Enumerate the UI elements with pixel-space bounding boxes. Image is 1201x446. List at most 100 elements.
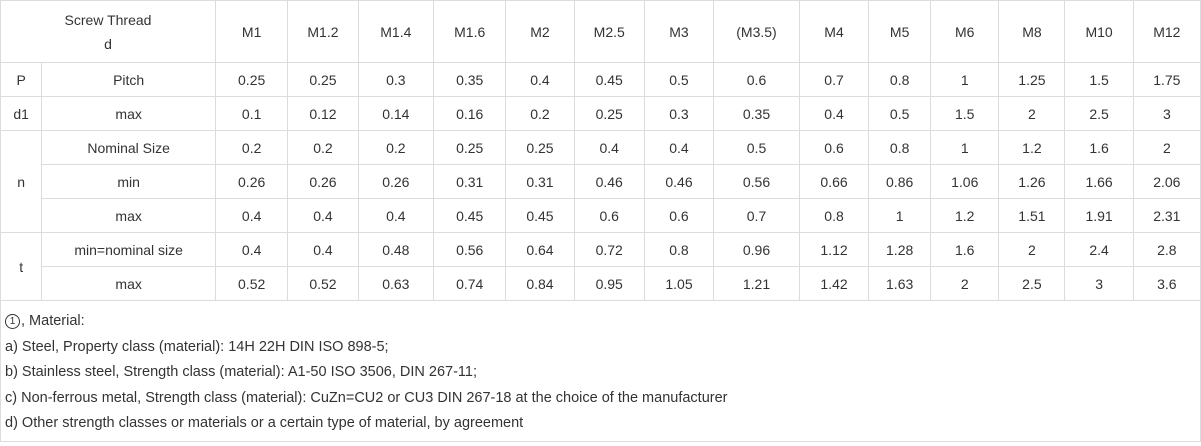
value-cell: 0.64	[505, 232, 575, 267]
row-attribute: max	[41, 266, 216, 301]
value-cell: 1.75	[1132, 62, 1201, 97]
value-cell: 0.2	[357, 130, 435, 165]
value-cell: 0.5	[713, 130, 800, 165]
value-cell: 2	[998, 96, 1066, 131]
value-cell: 0.84	[505, 266, 575, 301]
note-line: d) Other strength classes or materials o…	[5, 415, 524, 431]
value-cell: 0.74	[433, 266, 507, 301]
size-header: M1	[214, 0, 289, 63]
value-cell: 0.4	[357, 198, 435, 233]
value-cell: 0.4	[214, 232, 289, 267]
data-rows: P Pitch 0.25 0.25 0.3 0.35 0.4 0.45 0.5 0.6 0.7 0.8…	[0, 62, 1201, 301]
value-cell: 1.5	[1064, 62, 1134, 97]
value-cell: 1.91	[1064, 198, 1134, 233]
size-header: M8	[998, 0, 1066, 63]
value-cell: 1	[930, 130, 1000, 165]
value-cell: 0.2	[214, 130, 289, 165]
value-cell: 1.26	[998, 164, 1066, 199]
header-row: Screw Thread d M1 M1.2 M1.4 M1.6 M2 M2.5…	[0, 0, 1201, 63]
value-cell: 0.45	[573, 62, 645, 97]
value-cell: 0.52	[287, 266, 359, 301]
value-cell: 0.7	[713, 198, 800, 233]
value-cell: 1.51	[998, 198, 1066, 233]
value-cell: 0.31	[505, 164, 575, 199]
table-row: n Nominal Size 0.2 0.2 0.2 0.25 0.25 0.4 0.4 0.5 0…	[0, 130, 1201, 233]
screw-thread-header: Screw Thread d	[0, 0, 216, 63]
value-cell: 0.25	[214, 62, 289, 97]
value-cell: 2	[998, 232, 1066, 267]
note-line: b) Stainless steel, Strength class (mate…	[5, 364, 478, 380]
value-cell: 1.12	[798, 232, 870, 267]
size-header: M10	[1064, 0, 1134, 63]
value-cell: 1.66	[1064, 164, 1134, 199]
size-header: M2	[505, 0, 575, 63]
value-cell: 0.6	[573, 198, 645, 233]
value-cell: 0.25	[505, 130, 575, 165]
size-header: M2.5	[573, 0, 645, 63]
size-header: (M3.5)	[713, 0, 800, 63]
value-cell: 0.46	[643, 164, 715, 199]
value-cell: 0.8	[868, 130, 932, 165]
row-attribute: Nominal Size	[41, 130, 216, 165]
value-cell: 3	[1064, 266, 1134, 301]
value-cell: 0.4	[287, 198, 359, 233]
value-cell: 0.48	[357, 232, 435, 267]
circled-number-mark: 1	[5, 314, 20, 329]
note-line: a) Steel, Property class (material): 14H…	[5, 338, 389, 355]
value-cell: 0.4	[505, 62, 575, 97]
screw-thread-label: Screw Thread	[64, 11, 152, 28]
notes-row: 1, Material: a) Steel, Property class (m…	[0, 300, 1201, 442]
value-cell: 0.26	[357, 164, 435, 199]
value-cell: 0.63	[357, 266, 435, 301]
size-header: M6	[930, 0, 1000, 63]
value-cell: 0.56	[713, 164, 800, 199]
value-cell: 0.72	[573, 232, 645, 267]
value-cell: 0.66	[798, 164, 870, 199]
value-cell: 0.2	[287, 130, 359, 165]
value-cell: 0.35	[713, 96, 800, 131]
value-cell: 0.3	[357, 62, 435, 97]
value-cell: 0.6	[713, 62, 800, 97]
row-symbol: P	[0, 62, 43, 97]
size-header: M4	[798, 0, 870, 63]
value-cell: 2.5	[1064, 96, 1134, 131]
value-cell: 1.06	[930, 164, 1000, 199]
table-row: t min=nominal size 0.4 0.4 0.48 0.56 0.64 0.72 0…	[0, 232, 1201, 301]
value-cell: 0.31	[433, 164, 507, 199]
value-cell: 0.5	[868, 96, 932, 131]
row-attribute: max	[41, 96, 216, 131]
value-cell: 0.86	[868, 164, 932, 199]
size-header: M3	[643, 0, 715, 63]
value-cell: 1.42	[798, 266, 870, 301]
value-cell: 0.3	[643, 96, 715, 131]
notes-heading: 1, Material:	[5, 309, 1196, 335]
screw-thread-symbol: d	[104, 35, 112, 52]
row-symbol: d1	[0, 96, 43, 131]
size-header: M1.4	[357, 0, 435, 63]
value-cell: 0.25	[287, 62, 359, 97]
row-attribute: Pitch	[41, 62, 216, 97]
value-cell: 0.46	[573, 164, 645, 199]
value-cell: 0.35	[433, 62, 507, 97]
value-cell: 2.06	[1132, 164, 1201, 199]
value-cell: 0.96	[713, 232, 800, 267]
table-row: min 0.26 0.26 0.26 0.31 0.31 0.46 0.46 0.56 0.66 0…	[1, 164, 1201, 199]
row-attribute: min	[41, 164, 216, 199]
value-cell: 2.4	[1064, 232, 1134, 267]
value-cell: 0.16	[433, 96, 507, 131]
size-header: M1.2	[287, 0, 359, 63]
value-cell: 0.52	[214, 266, 289, 301]
value-cell: 0.8	[798, 198, 870, 233]
row-symbol: t	[0, 232, 43, 301]
value-cell: 0.56	[433, 232, 507, 267]
value-cell: 1.2	[930, 198, 1000, 233]
value-cell: 0.5	[643, 62, 715, 97]
table-row: max 0.4 0.4 0.4 0.45 0.45 0.6 0.6 0.7 0.8 1 1.2 1.51…	[1, 198, 1201, 233]
row-attribute: min=nominal size	[41, 232, 216, 267]
value-cell: 2	[1132, 130, 1201, 165]
value-cell: 0.4	[287, 232, 359, 267]
value-cell: 1.63	[868, 266, 932, 301]
value-cell: 2.31	[1132, 198, 1201, 233]
value-cell: 0.26	[214, 164, 289, 199]
